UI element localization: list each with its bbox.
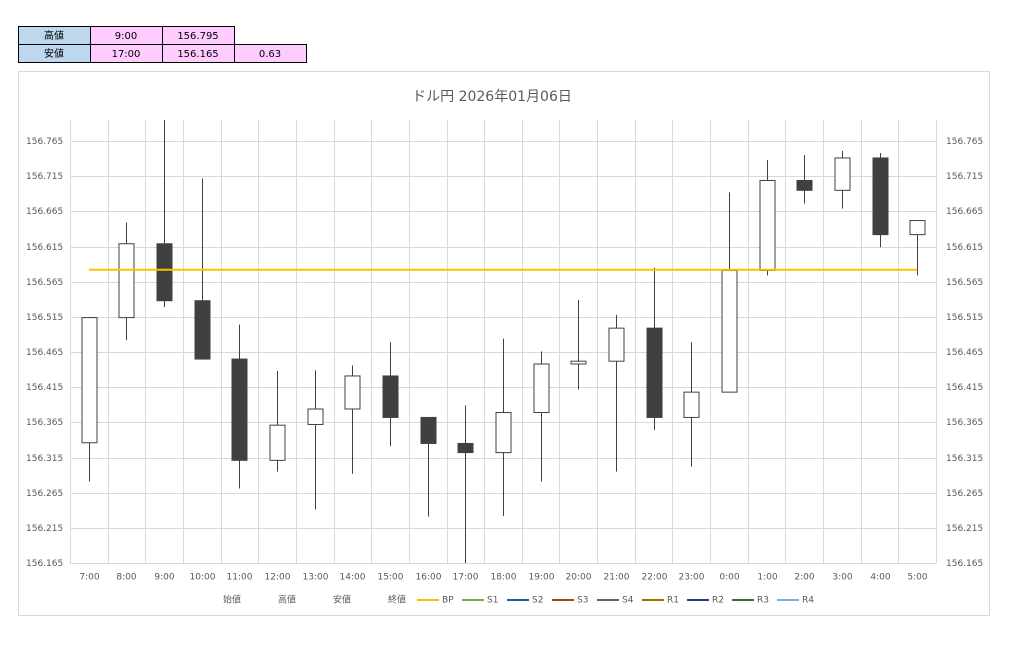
table-cell [234, 44, 307, 63]
candle-body [420, 416, 437, 444]
x-tick-label: 5:00 [907, 573, 927, 583]
legend-label: 始値 [223, 594, 241, 606]
table-text: 9:00 [115, 31, 137, 42]
y2-tick-label: 156.565 [946, 278, 983, 288]
y-tick-label: 156.465 [26, 348, 63, 358]
legend-label: S1 [487, 596, 498, 606]
x-tick-label: 15:00 [378, 573, 404, 583]
legend-label: S3 [577, 596, 588, 606]
legend-label: 安値 [333, 594, 351, 606]
legend-label: R1 [667, 596, 679, 606]
y2-tick-label: 156.215 [946, 524, 983, 534]
candle-body [307, 408, 324, 425]
candle-body [344, 375, 361, 410]
x-tick-label: 2:00 [794, 573, 814, 583]
y2-tick-label: 156.665 [946, 207, 983, 217]
x-tick-label: 18:00 [491, 573, 517, 583]
candle-body [118, 243, 135, 319]
x-tick-label: 14:00 [340, 573, 366, 583]
y-tick-label: 156.165 [26, 559, 63, 569]
x-tick-label: 16:00 [416, 573, 442, 583]
candle-body [269, 424, 286, 461]
candle-body [834, 157, 851, 191]
candle-body [909, 220, 926, 236]
x-tick-label: 13:00 [303, 573, 329, 583]
y-tick-label: 156.565 [26, 278, 63, 288]
candle-body [457, 442, 474, 454]
x-tick-label: 7:00 [79, 573, 99, 583]
x-tick-label: 10:00 [190, 573, 216, 583]
x-tick-label: 17:00 [453, 573, 479, 583]
x-tick-label: 22:00 [642, 573, 668, 583]
x-tick-label: 1:00 [757, 573, 777, 583]
legend-label: BP [442, 596, 454, 606]
x-tick-label: 12:00 [265, 573, 291, 583]
candle-body [796, 179, 813, 191]
candle-body [495, 412, 512, 454]
y-tick-label: 156.315 [26, 454, 63, 464]
legend-label: S2 [532, 596, 543, 606]
legend-label: 終値 [388, 594, 406, 606]
y2-tick-label: 156.715 [946, 172, 983, 182]
table-text: 高値 [44, 29, 64, 42]
legend-label: R4 [802, 596, 814, 606]
y-tick-label: 156.515 [26, 313, 63, 323]
y2-tick-label: 156.465 [946, 348, 983, 358]
y-tick-label: 156.265 [26, 489, 63, 499]
legend-label: R2 [712, 596, 724, 606]
candle-body [683, 391, 700, 418]
candle-body [382, 375, 399, 418]
y-tick-label: 156.615 [26, 243, 63, 253]
x-tick-label: 0:00 [719, 573, 739, 583]
legend-label: S4 [622, 596, 634, 606]
y-tick-label: 156.365 [26, 418, 63, 428]
y-tick-label: 156.765 [26, 137, 63, 147]
x-tick-label: 8:00 [116, 573, 136, 583]
x-tick-label: 4:00 [870, 573, 890, 583]
legend-label: R3 [757, 596, 769, 606]
x-tick-label: 20:00 [566, 573, 592, 583]
candle-body [533, 363, 550, 414]
chart-title: ドル円 2026年01月06日 [412, 89, 572, 105]
candle-body [194, 300, 211, 360]
x-tick-label: 19:00 [529, 573, 555, 583]
y-tick-label: 156.215 [26, 524, 63, 534]
candle-body [231, 358, 248, 461]
candle-body [570, 360, 587, 365]
candle-body [646, 327, 663, 418]
candle-body [156, 243, 173, 302]
y-tick-label: 156.715 [26, 172, 63, 182]
x-tick-label: 3:00 [832, 573, 852, 583]
candle-body [759, 179, 776, 271]
y2-tick-label: 156.515 [946, 313, 983, 323]
table-text: 0.63 [259, 49, 281, 60]
y2-tick-label: 156.365 [946, 418, 983, 428]
candle-body [721, 269, 738, 393]
x-tick-label: 11:00 [227, 573, 253, 583]
y2-tick-label: 156.315 [946, 454, 983, 464]
candle-body [608, 327, 625, 362]
candle-body [81, 317, 98, 444]
table-text: 17:00 [112, 49, 141, 60]
candle-body [872, 157, 889, 236]
legend-label: 高値 [278, 594, 296, 606]
x-tick-label: 21:00 [604, 573, 630, 583]
y2-tick-label: 156.165 [946, 559, 983, 569]
y2-tick-label: 156.615 [946, 243, 983, 253]
x-tick-label: 23:00 [679, 573, 705, 583]
y-tick-label: 156.415 [26, 383, 63, 393]
table-text: 156.795 [177, 31, 218, 42]
y2-tick-label: 156.765 [946, 137, 983, 147]
table-text: 156.165 [177, 49, 218, 60]
table-text: 安値 [44, 47, 64, 60]
y2-tick-label: 156.415 [946, 383, 983, 393]
x-tick-label: 9:00 [154, 573, 174, 583]
y-tick-label: 156.665 [26, 207, 63, 217]
y2-tick-label: 156.265 [946, 489, 983, 499]
